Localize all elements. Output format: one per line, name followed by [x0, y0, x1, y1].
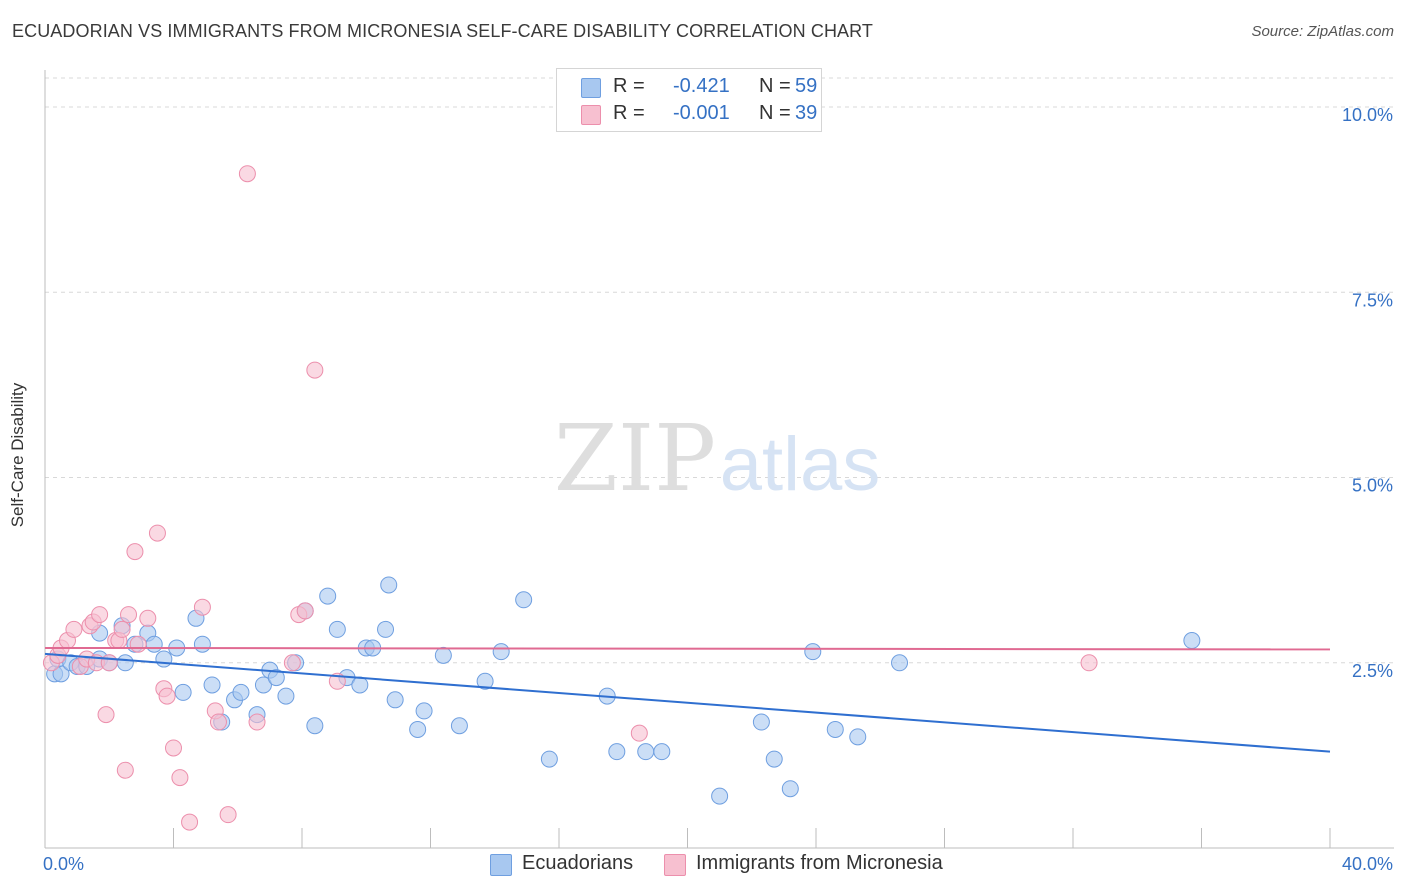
legend-r-label: R = [613, 102, 645, 124]
point-ecuadorians [1183, 632, 1201, 650]
point-micronesia [113, 620, 131, 638]
point-ecuadorians [306, 717, 324, 735]
legend-swatch-blue [581, 78, 601, 98]
legend-n-value: 39 [795, 102, 818, 124]
y-tick-label: 2.5% [1352, 661, 1393, 681]
point-ecuadorians [351, 676, 369, 694]
tick-labels: 2.5% 5.0% 7.5% 10.0% 0.0% 40.0% [43, 105, 1393, 874]
point-ecuadorians [849, 728, 867, 746]
legend-swatch-pink [581, 105, 601, 125]
point-ecuadorians [637, 743, 655, 761]
point-micronesia [296, 602, 314, 620]
point-micronesia [181, 813, 199, 831]
point-ecuadorians [434, 646, 452, 664]
legend-n-value: 59 [795, 75, 818, 97]
y-tick-label: 7.5% [1352, 290, 1393, 310]
point-ecuadorians [476, 672, 494, 690]
point-ecuadorians [380, 576, 398, 594]
point-ecuadorians [116, 654, 134, 672]
point-ecuadorians [515, 591, 533, 609]
point-ecuadorians [254, 676, 272, 694]
point-ecuadorians [891, 654, 909, 672]
watermark: ZIP atlas [554, 405, 880, 512]
legend-box: R = -0.421 N = 59 R = -0.001 N = 39 [556, 68, 822, 132]
point-ecuadorians [653, 743, 671, 761]
point-micronesia [126, 543, 144, 561]
y-tick-label: 5.0% [1352, 476, 1393, 496]
point-ecuadorians [608, 743, 626, 761]
point-ecuadorians [319, 587, 337, 605]
source-label: Source: ZipAtlas.com [1251, 23, 1394, 40]
point-ecuadorians [174, 683, 192, 701]
chart-title: ECUADORIAN VS IMMIGRANTS FROM MICRONESIA… [12, 21, 874, 41]
legend-r-value: -0.001 [673, 102, 730, 124]
point-micronesia [91, 606, 109, 624]
legend-r-value: -0.421 [673, 75, 730, 97]
point-ecuadorians [155, 650, 173, 668]
legend-label: Immigrants from Micronesia [696, 852, 943, 874]
point-micronesia [120, 606, 138, 624]
point-micronesia [100, 654, 118, 672]
point-micronesia [283, 654, 301, 672]
points-layer [42, 165, 1201, 831]
x-tick-label: 40.0% [1342, 854, 1393, 874]
point-micronesia [238, 165, 256, 183]
watermark-atlas: atlas [720, 422, 881, 507]
point-ecuadorians [277, 687, 295, 705]
point-micronesia [165, 739, 182, 757]
point-micronesia [171, 769, 189, 787]
point-ecuadorians [328, 620, 346, 638]
y-tick-label: 10.0% [1342, 105, 1393, 125]
point-micronesia [248, 713, 266, 731]
axes-layer [44, 70, 1394, 849]
legend-swatch-blue [490, 854, 512, 876]
point-ecuadorians [752, 713, 770, 731]
point-micronesia [65, 620, 83, 638]
point-ecuadorians [203, 676, 221, 694]
point-ecuadorians [377, 620, 395, 638]
x-tick-label: 0.0% [43, 854, 84, 874]
point-micronesia [193, 598, 211, 616]
point-ecuadorians [145, 635, 163, 653]
point-micronesia [148, 524, 166, 542]
point-ecuadorians [193, 635, 211, 653]
point-ecuadorians [765, 750, 783, 768]
point-micronesia [1080, 654, 1098, 672]
point-ecuadorians [804, 643, 822, 661]
legend-r-label: R = [613, 75, 645, 97]
point-micronesia [97, 706, 115, 724]
point-ecuadorians [409, 720, 427, 738]
point-ecuadorians [781, 780, 799, 798]
point-ecuadorians [415, 702, 433, 720]
trendline-micronesia [44, 646, 1331, 651]
trendline-ecuadorians [44, 652, 1331, 753]
point-ecuadorians [267, 669, 285, 687]
legend-swatch-pink [664, 854, 686, 876]
point-ecuadorians [540, 750, 558, 768]
point-micronesia [306, 361, 324, 379]
legend-n-label: N = [759, 75, 791, 97]
trend-layer [44, 646, 1331, 753]
point-micronesia [129, 635, 147, 653]
legend-n-label: N = [759, 102, 791, 124]
point-ecuadorians [826, 720, 844, 738]
legend-label: Ecuadorians [522, 852, 634, 874]
point-micronesia [158, 687, 176, 705]
point-ecuadorians [386, 691, 404, 709]
point-micronesia [139, 609, 157, 627]
point-micronesia [209, 713, 227, 731]
watermark-zip: ZIP [554, 405, 716, 512]
point-micronesia [219, 806, 237, 824]
point-ecuadorians [450, 717, 468, 735]
point-ecuadorians [492, 643, 510, 661]
point-ecuadorians [711, 787, 729, 805]
point-micronesia [630, 724, 648, 742]
point-micronesia [116, 761, 134, 779]
point-ecuadorians [232, 683, 250, 701]
